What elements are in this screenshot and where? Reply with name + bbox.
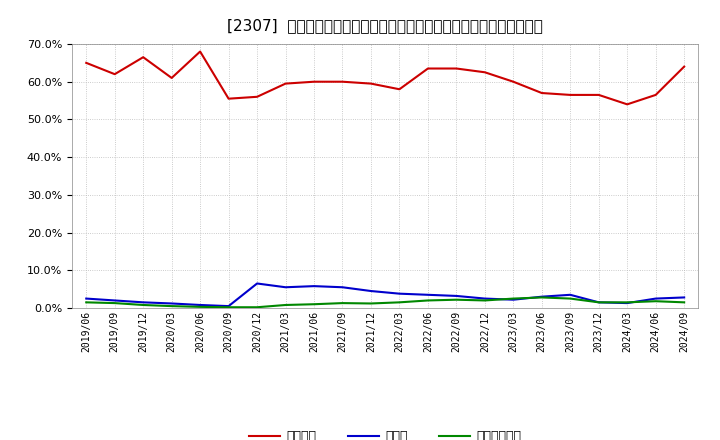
自己資本 (423, 66, 432, 71)
のれん (480, 296, 489, 301)
繰延税金資産 (110, 301, 119, 306)
Line: 自己資本: 自己資本 (86, 51, 684, 104)
繰延税金資産 (282, 302, 290, 308)
のれん (282, 285, 290, 290)
繰延税金資産 (139, 302, 148, 308)
繰延税金資産 (82, 300, 91, 305)
自己資本 (509, 79, 518, 84)
自己資本 (395, 87, 404, 92)
のれん (566, 292, 575, 297)
繰延税金資産 (253, 304, 261, 310)
繰延税金資産 (680, 300, 688, 305)
自己資本 (196, 49, 204, 54)
のれん (139, 300, 148, 305)
自己資本 (452, 66, 461, 71)
自己資本 (310, 79, 318, 84)
のれん (452, 293, 461, 299)
のれん (82, 296, 91, 301)
繰延税金資産 (167, 304, 176, 309)
繰延税金資産 (395, 300, 404, 305)
自己資本 (595, 92, 603, 98)
のれん (509, 297, 518, 302)
Legend: 自己資本, のれん, 繰延税金資産: 自己資本, のれん, 繰延税金資産 (244, 425, 526, 440)
自己資本 (139, 55, 148, 60)
繰延税金資産 (338, 301, 347, 306)
自己資本 (537, 90, 546, 95)
繰延税金資産 (423, 298, 432, 303)
繰延税金資産 (366, 301, 375, 306)
のれん (537, 294, 546, 299)
繰延税金資産 (196, 304, 204, 309)
繰延税金資産 (452, 297, 461, 302)
自己資本 (680, 64, 688, 69)
のれん (423, 292, 432, 297)
自己資本 (82, 60, 91, 66)
繰延税金資産 (480, 298, 489, 303)
Line: のれん: のれん (86, 283, 684, 306)
自己資本 (282, 81, 290, 86)
のれん (680, 295, 688, 300)
のれん (338, 285, 347, 290)
自己資本 (338, 79, 347, 84)
繰延税金資産 (566, 296, 575, 301)
自己資本 (480, 70, 489, 75)
自己資本 (566, 92, 575, 98)
自己資本 (110, 72, 119, 77)
繰延税金資産 (537, 295, 546, 300)
のれん (225, 304, 233, 309)
のれん (310, 283, 318, 289)
自己資本 (253, 94, 261, 99)
自己資本 (225, 96, 233, 101)
のれん (366, 288, 375, 293)
のれん (652, 296, 660, 301)
のれん (595, 300, 603, 305)
自己資本 (167, 75, 176, 81)
のれん (110, 298, 119, 303)
のれん (623, 301, 631, 306)
Title: [2307]  自己資本、のれん、繰延税金資産の総資産に対する比率の推移: [2307] 自己資本、のれん、繰延税金資産の総資産に対する比率の推移 (228, 18, 543, 33)
繰延税金資産 (310, 301, 318, 307)
繰延税金資産 (225, 304, 233, 310)
のれん (196, 302, 204, 308)
自己資本 (623, 102, 631, 107)
Line: 繰延税金資産: 繰延税金資産 (86, 297, 684, 307)
自己資本 (652, 92, 660, 98)
繰延税金資産 (623, 300, 631, 305)
のれん (395, 291, 404, 296)
自己資本 (366, 81, 375, 86)
のれん (167, 301, 176, 306)
繰延税金資産 (595, 300, 603, 305)
繰延税金資産 (652, 299, 660, 304)
のれん (253, 281, 261, 286)
繰延税金資産 (509, 296, 518, 301)
